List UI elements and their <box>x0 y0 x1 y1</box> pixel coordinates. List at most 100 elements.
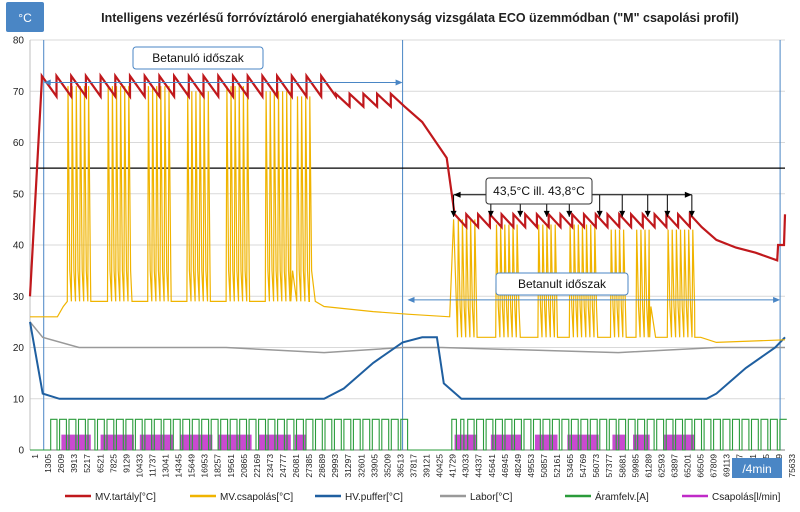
x-tick-label: 10433 <box>134 454 144 478</box>
series-line-hv-puffer <box>29 321 786 400</box>
y-tick-label: 0 <box>18 446 24 457</box>
y-tick-label: 50 <box>13 189 25 200</box>
eco-box <box>485 177 593 205</box>
series-block-csapolas <box>180 434 213 450</box>
y-axis-ticks: 0 10 20 30 40 50 60 70 80 <box>13 36 25 457</box>
x-tick-label: 7825 <box>108 454 118 473</box>
x-tick-label: 41729 <box>448 454 458 478</box>
x-tick-label: 58681 <box>617 454 627 478</box>
xlabel-badge <box>732 458 782 478</box>
eco-pointer-head <box>566 210 573 217</box>
x-tick-label: 54769 <box>578 454 588 478</box>
eco-arrowhead-left <box>453 191 461 198</box>
betanult-label: Betanult időszak <box>518 277 607 291</box>
x-tick-label: 22169 <box>252 454 262 478</box>
xlabel: /4min <box>742 462 771 476</box>
legend-label: HV.puffer[°C] <box>345 492 403 503</box>
eco-pointer-head <box>688 210 695 217</box>
y-tick-label: 20 <box>13 343 25 354</box>
legend-label: Labor[°C] <box>470 492 513 503</box>
x-tick-label: 75633 <box>787 454 797 478</box>
series-block-csapolas <box>100 434 134 450</box>
x-tick-label: 69113 <box>722 454 732 477</box>
x-tick-label: 53465 <box>565 454 575 478</box>
y-tick-label: 10 <box>13 394 25 405</box>
x-tick-label: 9129 <box>121 454 131 473</box>
x-tick-label: 43033 <box>461 454 471 478</box>
x-tick-label: 14345 <box>174 454 184 478</box>
x-tick-label: 13041 <box>161 454 171 478</box>
series-block-csapolas <box>567 434 599 450</box>
ylabel-badge <box>6 2 44 32</box>
betanult-arrowhead-right <box>773 296 781 303</box>
eco-pointer-head <box>543 210 550 217</box>
betanult-box <box>495 272 629 296</box>
x-tick-label: 65201 <box>683 454 693 478</box>
x-tick-label: 15649 <box>187 454 197 478</box>
legend-label: MV.tartály[°C] <box>95 492 156 503</box>
betanulo-box <box>132 46 264 70</box>
x-tick-label: 26081 <box>291 454 301 478</box>
series-line-mv-tartaly <box>28 72 787 297</box>
x-tick-label: 48249 <box>513 454 523 478</box>
betanult-arrowhead-left <box>407 296 415 303</box>
series-line-aramfelv <box>30 418 787 451</box>
x-tick-label: 50857 <box>539 454 549 478</box>
x-tick-label: 1305 <box>43 454 53 473</box>
x-tick-label: 66505 <box>696 454 706 478</box>
y-tick-label: 80 <box>13 36 25 47</box>
x-tick-label: 27385 <box>304 454 314 478</box>
x-tick-label: 6521 <box>95 454 105 473</box>
series-block-csapolas <box>490 434 522 450</box>
series-line-labor <box>29 321 785 354</box>
x-tick-label: 24777 <box>278 454 288 478</box>
legend-label: Csapolás[l/min] <box>712 492 781 503</box>
x-tick-label: 3913 <box>69 454 79 473</box>
x-tick-label: 67809 <box>709 454 719 478</box>
x-tick-label: 33905 <box>369 454 379 478</box>
eco-label: 43,5°C ill. 43,8°C <box>493 184 585 198</box>
legend-label: Áramfelv.[A] <box>595 490 649 503</box>
x-tick-label: 19561 <box>226 454 236 478</box>
x-tick-label: 56073 <box>591 454 601 478</box>
x-tick-label: 40425 <box>435 454 445 478</box>
x-tick-label: 57377 <box>604 454 614 478</box>
x-tick-label: 61289 <box>643 454 653 478</box>
ylabel: °C <box>18 11 32 25</box>
x-tick-label: 2609 <box>56 454 66 473</box>
x-tick-label: 1 <box>30 454 40 459</box>
legend: MV.tartály[°C] MV.csapolás[°C] HV.puffer[°… <box>65 490 781 503</box>
betanulo-label: Betanuló időszak <box>152 51 244 65</box>
series-block-csapolas <box>294 434 307 450</box>
series-block-csapolas <box>218 434 252 450</box>
x-tick-label: 31297 <box>343 454 353 478</box>
legend-label: MV.csapolás[°C] <box>220 492 293 503</box>
chart-title: Intelligens vezérlésű forróvíztároló ene… <box>101 11 739 25</box>
y-tick-label: 60 <box>13 138 25 149</box>
x-tick-label: 45641 <box>487 454 497 478</box>
x-tick-label: 62593 <box>656 454 666 478</box>
x-tick-label: 28689 <box>317 454 327 478</box>
y-tick-label: 30 <box>13 292 25 303</box>
x-tick-label: 49553 <box>526 454 536 478</box>
annotations: Betanuló időszak 43,5°C ill. 43,8°C Betanu… <box>43 46 781 303</box>
x-tick-label: 16953 <box>200 454 210 478</box>
eco-arrowhead-right <box>684 191 692 198</box>
eco-pointer-head <box>487 210 494 217</box>
series-block-csapolas <box>534 434 558 450</box>
x-tick-label: 37817 <box>408 454 418 478</box>
eco-pointer-head <box>619 210 626 217</box>
eco-pointer-head <box>644 210 651 217</box>
x-tick-label: 18257 <box>213 454 223 478</box>
x-tick-label: 63897 <box>669 454 679 478</box>
series-block-csapolas <box>139 434 174 450</box>
series-block-csapolas <box>663 434 695 450</box>
x-tick-label: 52161 <box>552 454 562 478</box>
x-tick-label: 46945 <box>500 454 510 478</box>
x-tick-label: 44337 <box>474 454 484 478</box>
eco-pointer-head <box>450 210 457 217</box>
x-tick-label: 20865 <box>239 454 249 478</box>
x-tick-label: 35209 <box>382 454 392 478</box>
